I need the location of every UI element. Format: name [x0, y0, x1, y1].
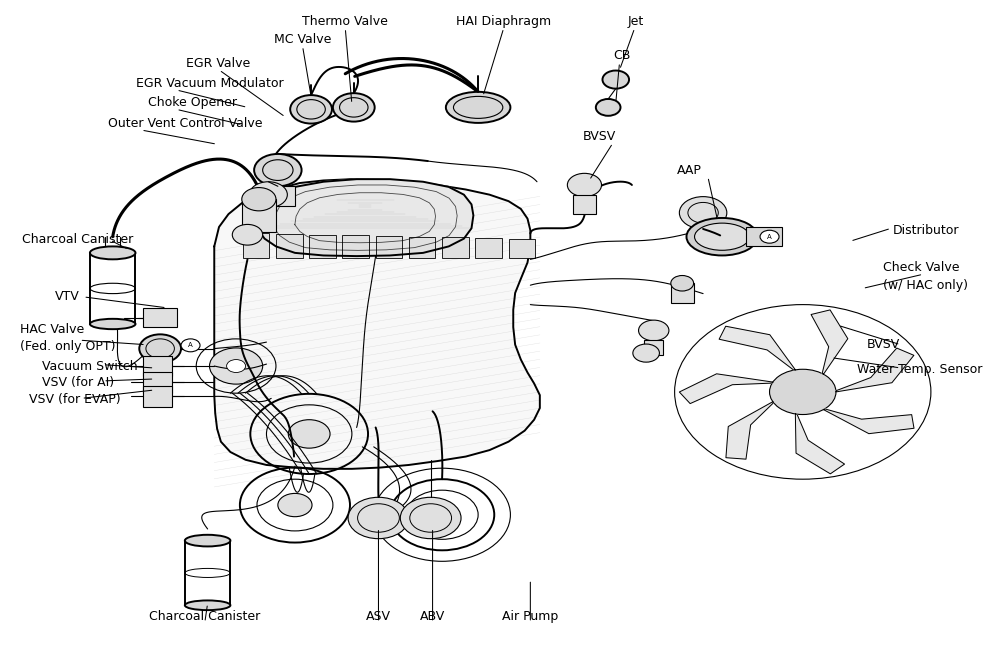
- Bar: [442, 237, 469, 258]
- Text: VSV (for EVAP): VSV (for EVAP): [29, 393, 121, 406]
- Text: Vacuum Switch: Vacuum Switch: [42, 360, 137, 373]
- Bar: [261, 186, 295, 205]
- Text: BVSV: BVSV: [583, 130, 616, 143]
- Polygon shape: [719, 326, 795, 370]
- Text: EGR Vacuum Modulator: EGR Vacuum Modulator: [136, 77, 284, 90]
- Bar: [475, 238, 502, 258]
- Bar: [309, 235, 336, 258]
- Circle shape: [227, 360, 246, 373]
- Circle shape: [249, 181, 287, 207]
- Text: Jet: Jet: [627, 15, 643, 28]
- Bar: [143, 386, 172, 407]
- Bar: [746, 227, 782, 246]
- Circle shape: [671, 275, 694, 291]
- Circle shape: [139, 334, 181, 363]
- Circle shape: [639, 320, 669, 341]
- Ellipse shape: [446, 92, 510, 123]
- Ellipse shape: [90, 319, 135, 329]
- Circle shape: [400, 497, 461, 538]
- Text: Thermo Valve: Thermo Valve: [302, 15, 388, 28]
- Bar: [376, 236, 402, 258]
- Circle shape: [254, 154, 302, 186]
- Bar: [90, 253, 135, 324]
- Polygon shape: [795, 414, 845, 474]
- Text: A: A: [767, 234, 772, 240]
- Bar: [243, 233, 269, 258]
- Text: HAI Diaphragm: HAI Diaphragm: [456, 15, 551, 28]
- Circle shape: [770, 369, 836, 415]
- Text: ASV: ASV: [366, 610, 391, 623]
- Text: (Fed. only OPT): (Fed. only OPT): [20, 340, 115, 353]
- Text: VSV (for AI): VSV (for AI): [42, 376, 114, 389]
- Polygon shape: [836, 348, 914, 392]
- Polygon shape: [823, 409, 914, 434]
- Text: A: A: [188, 342, 193, 349]
- Circle shape: [333, 93, 375, 122]
- Circle shape: [348, 497, 409, 538]
- Bar: [143, 356, 172, 376]
- Text: VTV: VTV: [55, 290, 80, 303]
- Bar: [342, 235, 369, 258]
- Circle shape: [760, 230, 779, 243]
- Text: BVSV: BVSV: [866, 338, 900, 351]
- Circle shape: [181, 339, 200, 352]
- Circle shape: [602, 71, 629, 89]
- Circle shape: [242, 187, 276, 211]
- Bar: [644, 340, 663, 355]
- Circle shape: [210, 348, 263, 384]
- Circle shape: [428, 505, 456, 524]
- Ellipse shape: [90, 246, 135, 259]
- Bar: [671, 283, 694, 303]
- Polygon shape: [257, 179, 473, 256]
- Text: MC Valve: MC Valve: [274, 33, 331, 46]
- Text: Water Temp. Sensor: Water Temp. Sensor: [857, 363, 982, 376]
- Text: CB: CB: [613, 49, 630, 62]
- Bar: [185, 540, 230, 605]
- Polygon shape: [679, 374, 773, 404]
- Circle shape: [232, 224, 263, 245]
- Text: ABV: ABV: [420, 610, 445, 623]
- Circle shape: [596, 99, 621, 116]
- Bar: [276, 234, 303, 258]
- Bar: [143, 308, 177, 327]
- Bar: [509, 238, 535, 258]
- Text: Distributor: Distributor: [893, 224, 959, 237]
- Text: Choke Opener: Choke Opener: [148, 97, 237, 110]
- Ellipse shape: [686, 218, 758, 255]
- Ellipse shape: [185, 601, 230, 610]
- Text: HAC Valve: HAC Valve: [20, 323, 84, 336]
- Ellipse shape: [185, 535, 230, 546]
- Text: Outer Vent Control Valve: Outer Vent Control Valve: [108, 117, 262, 130]
- Text: AAP: AAP: [677, 163, 701, 176]
- Text: Check Valve: Check Valve: [883, 261, 960, 274]
- Bar: [143, 372, 172, 393]
- Polygon shape: [214, 179, 540, 469]
- Polygon shape: [726, 402, 774, 459]
- Circle shape: [567, 173, 602, 196]
- Circle shape: [288, 420, 330, 448]
- Text: Charcoal Canister: Charcoal Canister: [22, 233, 133, 246]
- Ellipse shape: [695, 223, 750, 250]
- Text: EGR Valve: EGR Valve: [186, 57, 250, 70]
- Circle shape: [679, 196, 727, 229]
- Circle shape: [290, 95, 332, 124]
- Polygon shape: [811, 310, 848, 374]
- Bar: [409, 237, 435, 258]
- Bar: [573, 194, 596, 214]
- Text: Air Pump: Air Pump: [502, 610, 558, 623]
- Circle shape: [633, 344, 659, 362]
- Text: Charcoal Canister: Charcoal Canister: [149, 610, 260, 623]
- Bar: [242, 199, 276, 231]
- Text: (w/ HAC only): (w/ HAC only): [883, 279, 968, 292]
- Circle shape: [278, 493, 312, 516]
